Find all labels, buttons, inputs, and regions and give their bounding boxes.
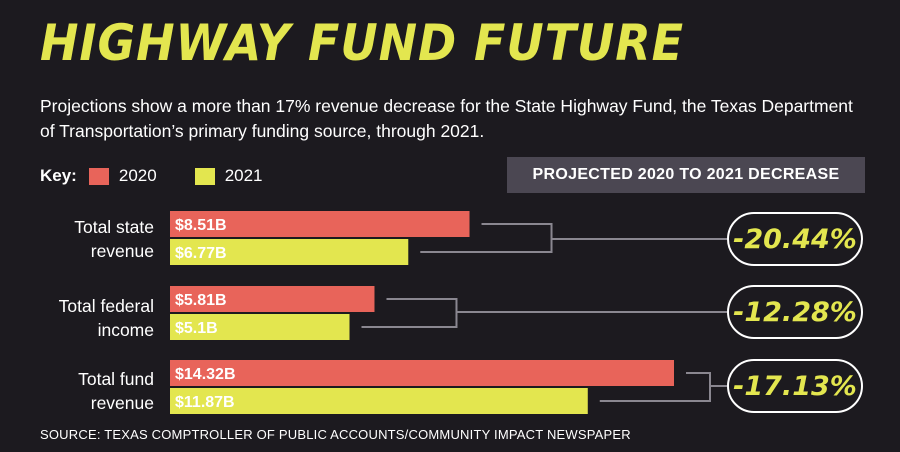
category-label-line: revenue — [90, 393, 154, 413]
bar-value-label-2021-federal-income: $5.1B — [175, 320, 218, 337]
category-label-line: income — [97, 320, 154, 340]
category-label-state-revenue: Total state revenue — [20, 215, 154, 263]
bar-value-label-2020-state-revenue: $8.51B — [175, 217, 227, 234]
chart-subtitle: Projections show a more than 17% revenue… — [40, 96, 853, 141]
legend-label-2021: 2021 — [224, 166, 263, 185]
bar-2021-federal-income — [170, 314, 350, 340]
category-label-line: Total fund — [78, 369, 154, 389]
legend-label-2020: 2020 — [118, 166, 157, 185]
chart-title: HIGHWAY FUND FUTURE — [40, 14, 684, 72]
bar-value-label-2020-federal-income: $5.81B — [175, 292, 227, 309]
bar-2020-fund-revenue — [170, 360, 674, 386]
bar-2020-federal-income — [170, 286, 375, 312]
decrease-header: PROJECTED 2020 TO 2021 DECREASE — [507, 157, 865, 193]
category-label-federal-income: Total federal income — [20, 294, 154, 342]
category-label-line: revenue — [90, 241, 154, 261]
bar-2021-state-revenue — [170, 239, 409, 265]
bar-2021-fund-revenue — [170, 388, 588, 414]
category-label-line: Total federal — [58, 296, 154, 316]
bar-value-label-2021-fund-revenue: $11.87B — [175, 394, 235, 411]
legend-swatch-2021 — [194, 167, 215, 185]
decrease-badge-fund-revenue: -17.13% — [727, 359, 863, 413]
bracket-federal-income — [361, 298, 458, 328]
source-note: SOURCE: TEXAS COMPTROLLER OF PUBLIC ACCO… — [40, 427, 631, 442]
decrease-badge-federal-income: -12.28% — [727, 285, 863, 339]
bar-2020-state-revenue — [170, 211, 470, 237]
decrease-badge-state-revenue: -20.44% — [727, 212, 863, 266]
legend: Key: 2020 2021 — [40, 166, 301, 186]
legend-key-label: Key: — [40, 166, 77, 185]
category-label-fund-revenue: Total fund revenue — [20, 367, 154, 415]
legend-swatch-2020 — [88, 167, 109, 185]
bar-value-label-2021-state-revenue: $6.77B — [175, 245, 227, 262]
category-label-line: Total state — [74, 217, 154, 237]
bar-value-label-2020-fund-revenue: $14.32B — [175, 366, 236, 383]
